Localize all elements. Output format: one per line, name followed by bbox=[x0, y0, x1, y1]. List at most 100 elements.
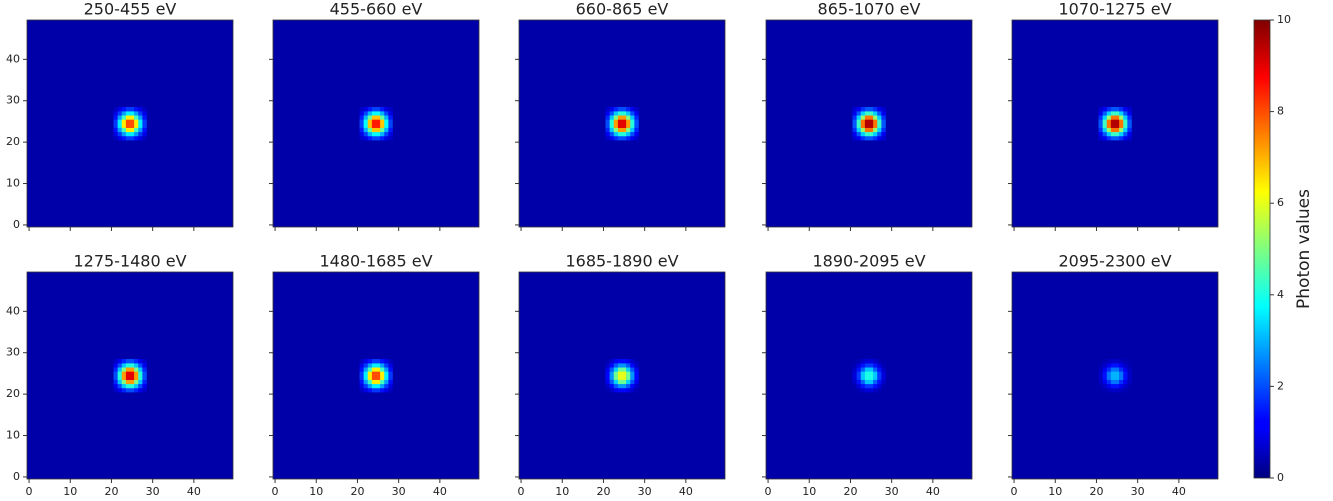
y-tick-label: 40 bbox=[6, 304, 20, 317]
y-tick-label: 10 bbox=[6, 429, 20, 442]
heat-cell bbox=[877, 115, 882, 120]
heat-cell bbox=[1106, 106, 1112, 112]
x-tick-label: 10 bbox=[63, 485, 77, 498]
y-tick-label: 10 bbox=[6, 177, 20, 190]
heat-cell bbox=[873, 375, 878, 380]
heat-cell bbox=[1110, 115, 1116, 120]
heat-cell bbox=[371, 123, 377, 128]
heat-cell bbox=[363, 363, 369, 368]
heat-cell bbox=[1106, 111, 1112, 116]
heat-cell bbox=[1123, 131, 1128, 137]
heat-cell bbox=[860, 358, 866, 364]
heat-cell bbox=[113, 131, 118, 137]
heat-cell bbox=[634, 135, 639, 141]
heat-cell bbox=[121, 379, 127, 385]
panel: 1685-1890 eV 0 10 20 30 40 bbox=[515, 252, 726, 498]
heat-cell bbox=[376, 358, 381, 364]
heat-cell bbox=[622, 115, 627, 120]
panel-frame bbox=[272, 271, 480, 480]
heat-cell bbox=[877, 119, 882, 124]
heat-cell bbox=[1119, 358, 1124, 364]
heat-cell bbox=[380, 387, 385, 393]
heat-cell bbox=[626, 367, 631, 372]
heat-cell bbox=[877, 358, 882, 364]
heat-cell bbox=[856, 379, 862, 385]
heat-cell bbox=[881, 115, 886, 120]
heat-cell bbox=[1102, 367, 1108, 372]
heat-cell bbox=[388, 387, 393, 393]
heat-cell bbox=[117, 123, 123, 128]
heat-cell bbox=[1098, 387, 1103, 393]
heat-cell bbox=[1110, 111, 1116, 116]
heat-cell bbox=[113, 379, 118, 385]
heat-cell bbox=[856, 131, 862, 137]
heat-cell bbox=[142, 387, 147, 393]
heat-cell bbox=[130, 131, 135, 137]
heat-cell bbox=[142, 367, 147, 372]
heat-cell bbox=[359, 135, 364, 141]
heat-cell bbox=[1123, 379, 1128, 385]
heat-cell bbox=[622, 379, 627, 385]
heat-cell bbox=[873, 358, 878, 364]
heat-cell bbox=[1115, 358, 1120, 364]
heat-cell bbox=[363, 111, 369, 116]
heat-cell bbox=[125, 115, 131, 120]
heat-cell bbox=[380, 379, 385, 385]
x-tick-label: 20 bbox=[1089, 485, 1103, 498]
heat-cell bbox=[881, 106, 886, 112]
heat-cell bbox=[117, 383, 123, 389]
heat-cell bbox=[1119, 379, 1124, 385]
heat-cell bbox=[363, 375, 369, 380]
panel: 1275-1480 eV 0 10 20 30 40 0 10 20 30 40 bbox=[6, 252, 234, 498]
heat-cell bbox=[626, 383, 631, 389]
heat-cell bbox=[363, 358, 369, 364]
heat-cell bbox=[873, 111, 878, 116]
x-tick-label: 0 bbox=[765, 485, 772, 498]
heat-cell bbox=[125, 383, 131, 389]
heat-cell bbox=[1123, 358, 1128, 364]
heat-cell bbox=[371, 115, 377, 120]
heat-cell bbox=[881, 111, 886, 116]
heat-cell bbox=[609, 135, 615, 141]
heat-cell bbox=[852, 135, 857, 141]
heat-cell bbox=[873, 367, 878, 372]
heat-cell bbox=[117, 358, 123, 364]
heat-cell bbox=[138, 383, 143, 389]
heat-cell bbox=[1127, 379, 1132, 385]
x-tick-label: 10 bbox=[1048, 485, 1062, 498]
heat-cell bbox=[359, 371, 364, 376]
panel-frame bbox=[1011, 271, 1219, 480]
heat-cell bbox=[605, 375, 610, 380]
heat-cell bbox=[117, 106, 123, 112]
heat-cell bbox=[860, 363, 866, 368]
heat-cell bbox=[609, 358, 615, 364]
heat-cell bbox=[125, 371, 131, 376]
heat-cell bbox=[856, 367, 862, 372]
heat-cell bbox=[877, 383, 882, 389]
heat-cell bbox=[1102, 371, 1108, 376]
heat-cell bbox=[605, 131, 610, 137]
heat-cell bbox=[376, 387, 381, 393]
heat-cell bbox=[125, 131, 131, 137]
heat-cell bbox=[121, 111, 127, 116]
heat-cell bbox=[860, 131, 866, 137]
heat-cell bbox=[138, 375, 143, 380]
heat-cell bbox=[376, 131, 381, 137]
heat-cell bbox=[134, 379, 139, 385]
heat-cell bbox=[877, 135, 882, 141]
heat-cell bbox=[605, 358, 610, 364]
heat-cell bbox=[630, 119, 635, 124]
heat-cell bbox=[367, 135, 373, 141]
heat-cell bbox=[388, 127, 393, 133]
heat-cell bbox=[613, 135, 619, 141]
heat-cell bbox=[873, 135, 878, 141]
x-tick-label: 20 bbox=[350, 485, 364, 498]
panel-title: 1480-1685 eV bbox=[319, 252, 432, 271]
heat-cell bbox=[852, 127, 857, 133]
heat-cell bbox=[864, 379, 870, 385]
heat-cell bbox=[371, 383, 377, 389]
heat-cell bbox=[622, 383, 627, 389]
panel-frame bbox=[26, 19, 234, 228]
colorbar-label: Photon values bbox=[1294, 189, 1314, 309]
heat-cell bbox=[363, 127, 369, 133]
